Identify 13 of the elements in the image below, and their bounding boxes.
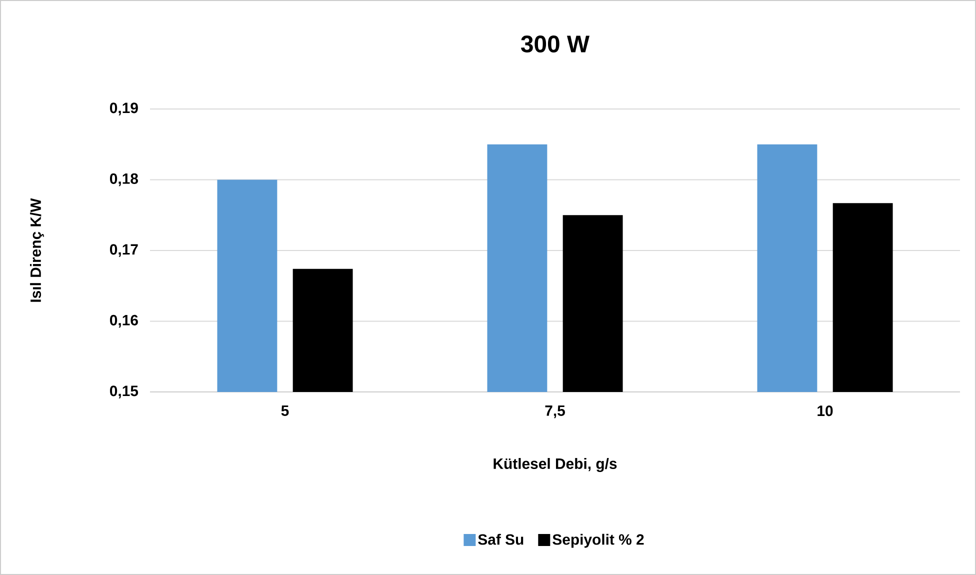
legend-label: Saf Su	[478, 534, 524, 545]
y-tick-label: 0,17	[110, 244, 138, 257]
x-tick-label: 7,5	[545, 406, 565, 418]
y-tick-label: 0,19	[110, 102, 138, 116]
chart-title: 300 W	[521, 36, 590, 52]
x-tick-label: 5	[281, 406, 289, 416]
y-axis-title: Isıl Direnç K/W	[30, 198, 44, 302]
y-tick-label: 0,15	[110, 386, 138, 398]
y-tick-label: 0,18	[110, 173, 138, 186]
legend-label: Sepiyolit % 2	[552, 534, 644, 548]
x-axis-title: Kütlesel Debi, g/s	[494, 458, 617, 472]
y-tick-label: 0,16	[110, 314, 138, 328]
x-tick-label: 10	[818, 406, 833, 416]
